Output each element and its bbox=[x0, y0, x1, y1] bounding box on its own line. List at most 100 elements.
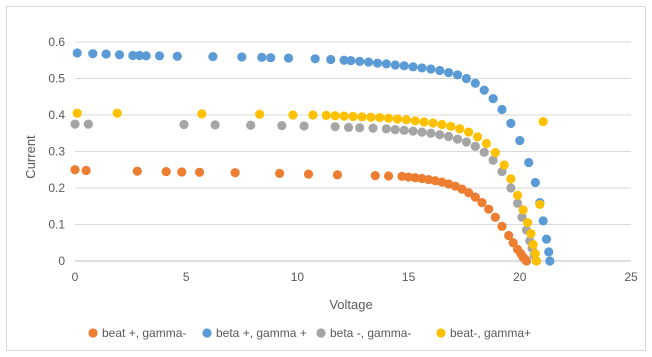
data-point bbox=[426, 64, 436, 74]
data-point bbox=[321, 110, 331, 120]
data-point bbox=[545, 256, 555, 266]
data-point bbox=[452, 134, 463, 144]
data-point bbox=[339, 55, 349, 65]
data-point bbox=[355, 123, 365, 133]
data-point bbox=[372, 58, 383, 68]
data-point bbox=[70, 165, 80, 175]
data-point bbox=[455, 124, 465, 134]
data-point bbox=[515, 135, 525, 146]
data-point bbox=[518, 205, 528, 215]
data-point bbox=[197, 109, 207, 119]
data-point bbox=[208, 52, 218, 62]
data-point bbox=[310, 54, 320, 64]
data-point bbox=[530, 249, 540, 259]
data-point bbox=[154, 51, 165, 61]
data-point bbox=[508, 238, 518, 248]
data-point bbox=[419, 117, 429, 127]
data-point bbox=[470, 78, 480, 88]
data-point bbox=[444, 131, 454, 142]
data-point bbox=[408, 126, 418, 136]
data-point bbox=[363, 57, 374, 67]
x-tick-label: 0 bbox=[72, 270, 79, 284]
data-point bbox=[375, 112, 385, 123]
data-point bbox=[470, 141, 480, 151]
data-point bbox=[392, 114, 403, 124]
data-point bbox=[161, 166, 171, 177]
data-point bbox=[541, 234, 552, 244]
data-point bbox=[426, 128, 436, 138]
data-point bbox=[477, 198, 487, 208]
data-point bbox=[246, 120, 256, 130]
data-point bbox=[526, 229, 536, 239]
data-point bbox=[357, 112, 367, 122]
legend-label: beta +, gamma + bbox=[216, 326, 307, 340]
data-point bbox=[435, 65, 445, 76]
data-point bbox=[506, 118, 516, 128]
data-point bbox=[179, 119, 189, 130]
data-point bbox=[497, 221, 507, 231]
data-point bbox=[390, 60, 400, 70]
data-point bbox=[497, 104, 507, 115]
data-point bbox=[348, 111, 358, 122]
legend-marker bbox=[316, 328, 326, 338]
data-point bbox=[237, 52, 247, 62]
x-tick-label: 25 bbox=[624, 270, 638, 284]
y-tick-label: 0 bbox=[58, 254, 65, 268]
data-points bbox=[70, 48, 555, 266]
data-point bbox=[283, 53, 294, 63]
data-point bbox=[522, 218, 533, 228]
data-point bbox=[194, 167, 205, 177]
data-point bbox=[404, 172, 414, 182]
x-tick-label: 5 bbox=[183, 270, 190, 284]
scatter-chart: 0 5 10 15 20 25 0 0.1 0.2 0.3 0.4 0.5 0.6 Voltage C… bbox=[23, 35, 638, 340]
gridlines bbox=[75, 41, 631, 262]
data-point bbox=[266, 53, 276, 63]
y-tick-label: 0.5 bbox=[48, 72, 65, 86]
data-point bbox=[72, 108, 82, 118]
x-tick-label: 15 bbox=[402, 270, 416, 284]
data-point bbox=[81, 165, 91, 176]
data-point bbox=[470, 192, 480, 202]
data-point bbox=[461, 137, 472, 147]
data-point bbox=[446, 121, 456, 131]
data-point bbox=[530, 177, 540, 188]
data-point bbox=[381, 59, 391, 69]
data-point bbox=[506, 174, 516, 184]
data-point bbox=[112, 108, 122, 118]
data-point bbox=[72, 48, 82, 58]
data-point bbox=[488, 155, 498, 165]
data-point bbox=[437, 119, 447, 130]
data-point bbox=[308, 110, 318, 120]
data-point bbox=[288, 110, 298, 120]
x-axis-title: Voltage bbox=[329, 297, 372, 312]
data-point bbox=[275, 168, 285, 178]
data-point bbox=[177, 167, 187, 177]
data-point bbox=[383, 171, 394, 181]
y-tick-label: 0.1 bbox=[48, 218, 65, 232]
data-point bbox=[408, 62, 418, 72]
data-point bbox=[490, 212, 500, 222]
data-point bbox=[417, 127, 427, 137]
y-tick-label: 0.2 bbox=[48, 181, 65, 195]
data-point bbox=[538, 116, 548, 127]
data-point bbox=[410, 116, 420, 126]
data-point bbox=[83, 119, 93, 129]
data-point bbox=[504, 230, 514, 241]
data-point bbox=[435, 130, 445, 140]
data-point bbox=[332, 170, 343, 180]
data-point bbox=[381, 124, 391, 134]
data-point bbox=[343, 122, 354, 133]
data-point bbox=[401, 115, 411, 125]
data-point bbox=[464, 127, 474, 137]
data-point bbox=[70, 119, 80, 129]
data-point bbox=[141, 51, 151, 61]
data-point bbox=[254, 109, 265, 119]
data-point bbox=[257, 52, 267, 62]
legend-marker bbox=[436, 328, 446, 338]
data-point bbox=[535, 199, 545, 210]
legend: beat +, gamma-beta +, gamma + beta -, gam… bbox=[88, 326, 531, 340]
data-point bbox=[399, 125, 409, 135]
data-point bbox=[277, 120, 287, 131]
data-point bbox=[512, 198, 523, 208]
x-tick-label: 20 bbox=[513, 270, 527, 284]
